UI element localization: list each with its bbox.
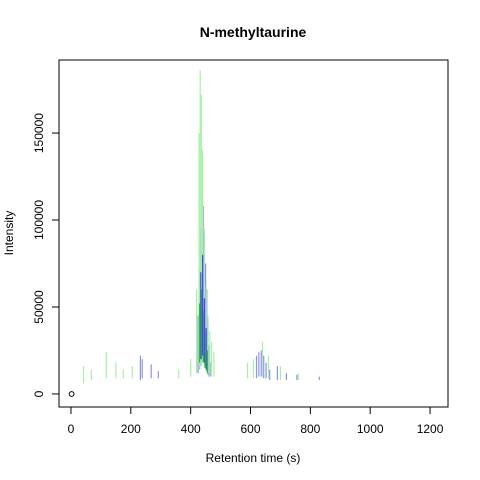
x-tick-label-4: 800 — [300, 422, 320, 436]
x-axis-label: Retention time (s) — [206, 451, 301, 465]
chart-title: N-methyltaurine — [200, 24, 307, 40]
x-tick-label-2: 400 — [181, 422, 201, 436]
x-axis: 0 200 400 600 800 1000 1200 — [68, 406, 444, 436]
x-tick-label-5: 1000 — [357, 422, 384, 436]
y-axis: 0 50000 100000 150000 — [32, 113, 60, 397]
series-1 — [82, 70, 299, 384]
y-tick-label-2: 100000 — [32, 200, 46, 240]
y-tick-label-0: 0 — [32, 390, 46, 397]
y-axis-label: Intensity — [2, 211, 16, 256]
x-tick-label-1: 200 — [121, 422, 141, 436]
y-tick-label-1: 50000 — [32, 290, 46, 324]
plot-frame — [58, 59, 449, 408]
series-3 — [200, 254, 207, 370]
x-tick-label-3: 600 — [240, 422, 260, 436]
x-tick-label-0: 0 — [68, 422, 75, 436]
series-layer — [68, 70, 320, 397]
series-0 — [139, 199, 320, 380]
x-tick-label-6: 1200 — [417, 422, 444, 436]
y-tick-label-3: 150000 — [32, 113, 46, 153]
data-point — [68, 391, 75, 397]
